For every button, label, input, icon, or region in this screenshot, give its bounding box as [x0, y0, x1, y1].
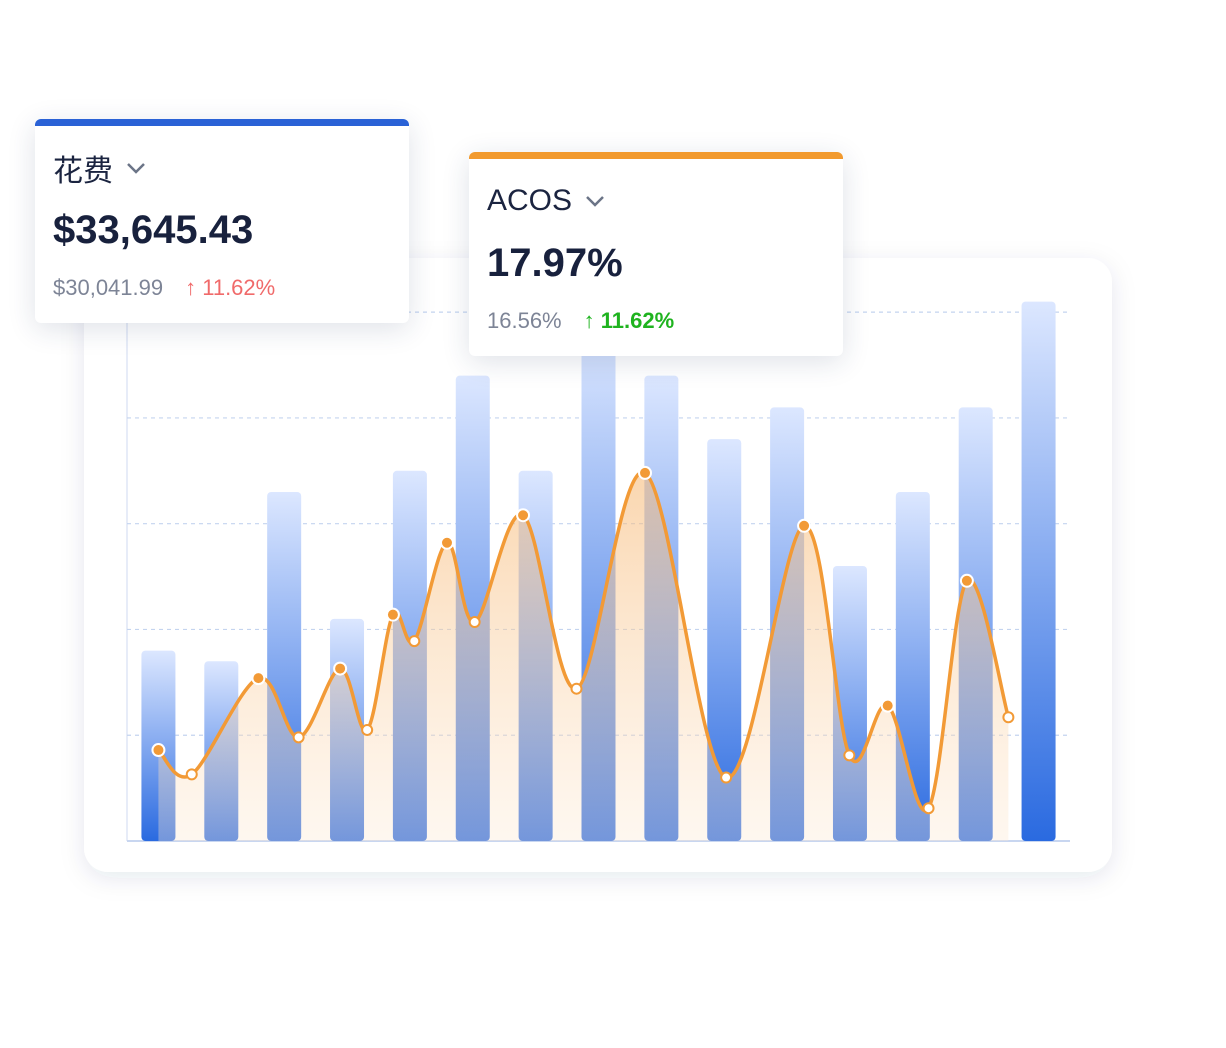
metric-previous: 16.56%: [487, 308, 562, 333]
metric-label: 花费: [53, 155, 113, 188]
metric-change: ↑ 11.62%: [185, 275, 275, 301]
metric-value: 17.97%: [487, 241, 623, 285]
line-point: [638, 465, 653, 480]
line-point: [468, 616, 481, 629]
dropdown-icon[interactable]: [125, 161, 147, 175]
line-point: [797, 518, 812, 533]
metric-previous: $30,041.99: [53, 275, 164, 300]
line-point: [720, 771, 733, 784]
line-point: [151, 743, 166, 758]
arrow-icon: ↑: [185, 275, 203, 300]
line-area: [158, 472, 1009, 841]
metric-card[interactable]: 花费 $33,645.43 $30,041.99 ↑ 11.62%: [35, 119, 409, 323]
line-point: [570, 682, 583, 695]
line-point: [880, 698, 895, 713]
bar: [707, 439, 742, 841]
line-point: [292, 731, 305, 744]
line-point: [516, 508, 531, 523]
line-point: [333, 661, 348, 676]
bar: [1021, 301, 1056, 842]
metric-card[interactable]: ACOS 17.97% 16.56% ↑ 11.62%: [469, 152, 843, 356]
line-point: [408, 635, 421, 648]
dropdown-icon[interactable]: [584, 194, 606, 208]
line-point: [1002, 711, 1015, 724]
line-point: [959, 573, 974, 588]
line-point: [385, 607, 400, 622]
line-point: [439, 535, 454, 550]
metric-change-text: 11.62%: [600, 308, 675, 333]
line-point: [251, 671, 266, 686]
line-point: [185, 768, 198, 781]
arrow-icon: ↑: [583, 308, 601, 333]
metric-change-text: 11.62%: [202, 275, 276, 300]
metric-value: $33,645.43: [53, 208, 254, 252]
line-point: [361, 723, 374, 736]
line-point: [843, 749, 856, 762]
metric-change: ↑ 11.62%: [584, 308, 675, 334]
line-point: [922, 802, 935, 815]
metric-label: ACOS: [487, 184, 573, 217]
